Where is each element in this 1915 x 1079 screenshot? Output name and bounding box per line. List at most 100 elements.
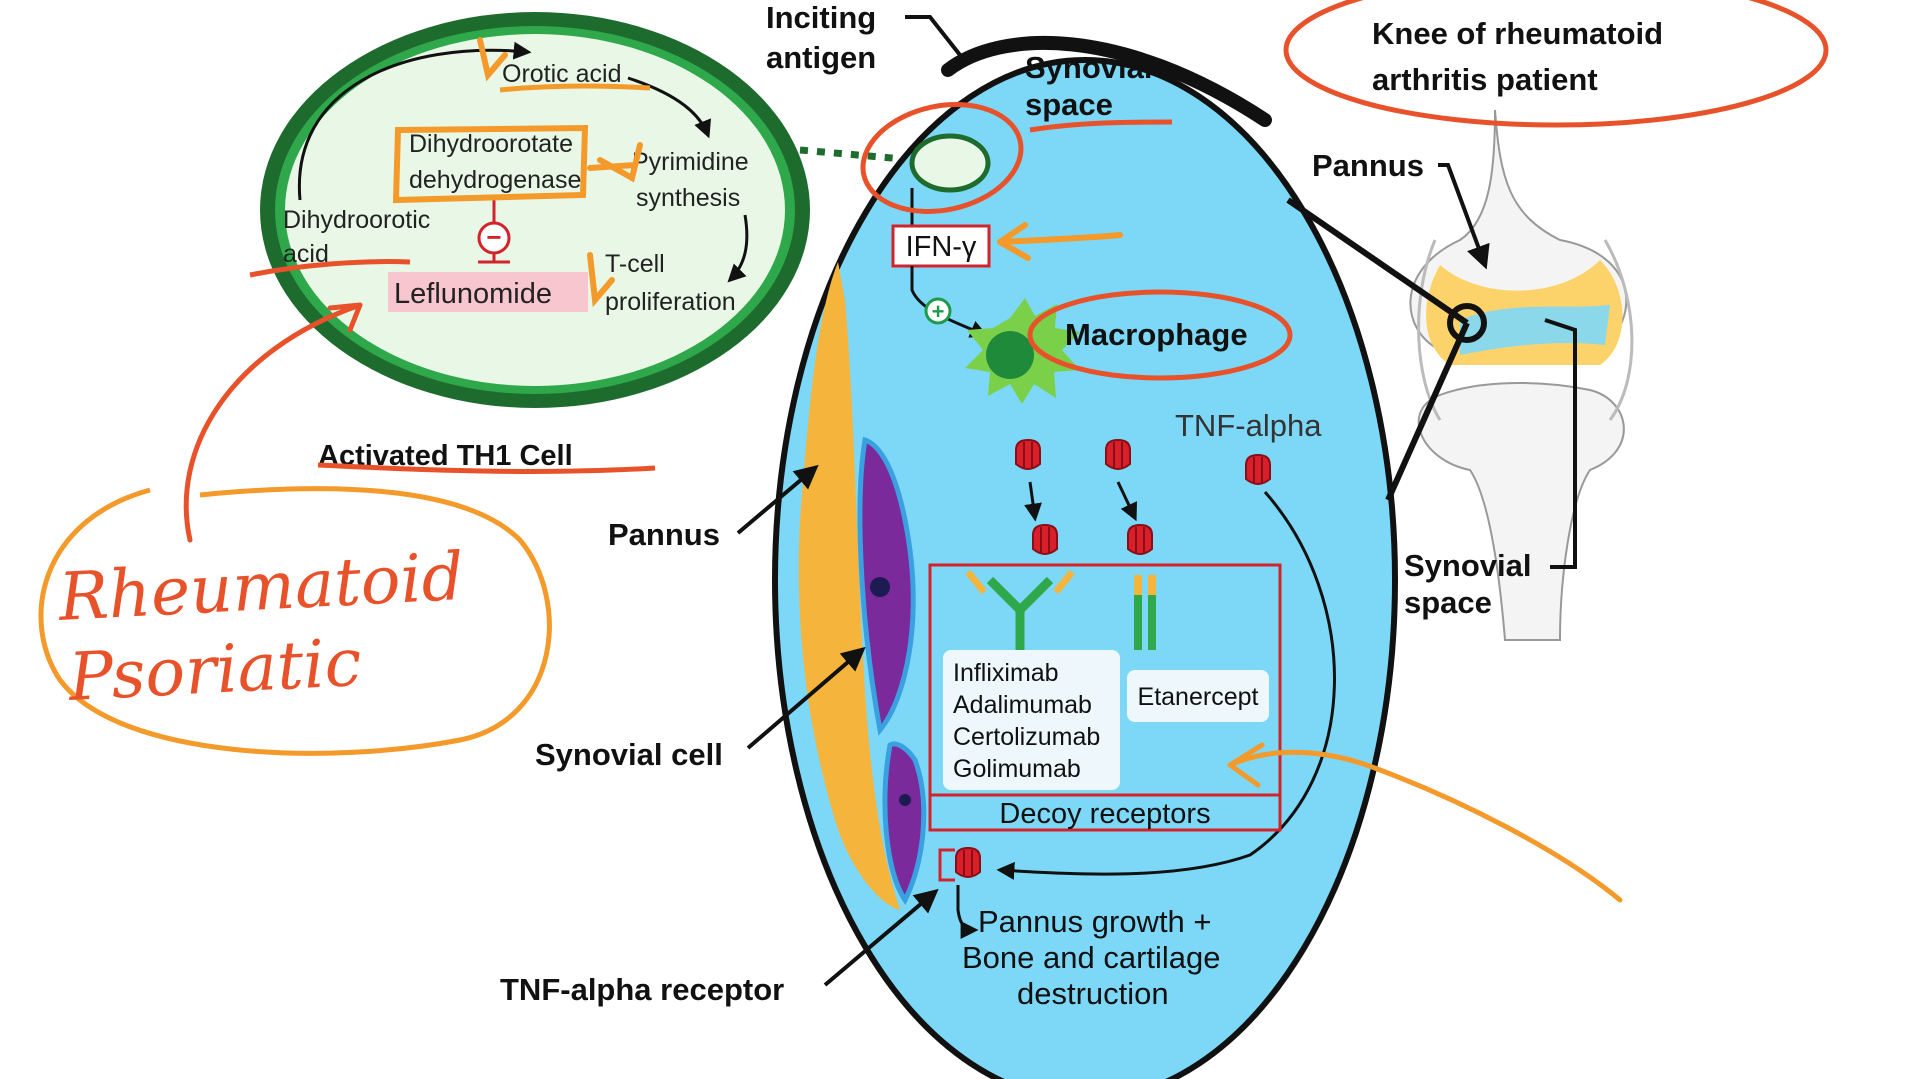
annotation-underline-dihydroorotic [249,259,411,278]
outcome-line2: Bone and cartilage [962,940,1221,975]
inciting-antigen-pointer [905,15,962,57]
synovial-cell-2-nucleus [899,794,911,806]
annotation-down-arrow-tcell [587,252,615,308]
annotation-arrow-ifn [997,222,1123,261]
leflunomide-box [388,272,588,312]
antibody-drug-2: Adalimumab [953,691,1092,719]
handwritten-note-line2: Psoriatic [66,624,363,716]
receptor-to-outcome-arrow [956,885,979,939]
knee-synovial-space-label-line2: space [1404,585,1492,620]
annotation-circle-macrophage [1027,289,1293,381]
annotation-underline-orotic [499,83,651,93]
orotic-acid-label: Orotic acid [502,60,621,88]
pyrimidine-label-line2: synthesis [636,184,740,212]
synovial-space-label-line2: space [1025,87,1113,122]
antibody-icon [965,569,1075,650]
knee-title-line1: Knee of rheumatoid [1372,16,1663,51]
inciting-antigen-label-line1: Inciting [766,0,876,35]
pannus-pointer [736,464,819,535]
knee-pannus-pointer [1438,163,1490,270]
tnf-molecule-2 [1105,439,1131,470]
annotation-arrow-decoy [1227,742,1623,903]
tnf-arrow-1 [1024,481,1042,522]
inciting-antigen-label-line2: antigen [766,40,876,75]
annotation-arrow-to-leflunomide [183,302,363,543]
synovial-cell-label: Synovial cell [535,737,723,772]
tnf-receptor-bracket [938,848,955,882]
annotation-circle-tcell [860,101,1024,215]
activation-icon [924,297,952,325]
tnf-receptor-pointer [823,888,939,987]
antibody-drug-3: Certolizumab [953,723,1100,751]
pyrimidine-label-line1: Pyrimidine [632,148,749,176]
dihydroorotic-label-line1: Dihydroorotic [283,206,430,234]
knee-synovial-space-label-line1: Synovial [1404,548,1532,583]
tcell-label-line2: proliferation [605,288,736,316]
outcome-line3: destruction [1017,976,1169,1011]
outcome-line1: Pannus growth + [978,904,1212,939]
ifn-box [891,224,991,268]
knee-synovial-space-pointer [1544,318,1577,569]
etanercept-icon [1134,575,1156,650]
pannus-label: Pannus [608,517,720,552]
tibia [1417,382,1625,641]
etanercept-box [1127,670,1269,722]
annotation-underline-th1 [317,462,656,474]
annotation-down-arrow-orotic [477,37,508,82]
annotation-circle-knee-title [1283,0,1829,128]
tcell-label-line1: T-cell [605,250,665,278]
tnf-molecule-3 [1245,454,1271,485]
inciting-antigen-ridge [941,35,1272,127]
dhodh-label-line2: dehydrogenase [409,166,581,194]
th1-cell-icon [909,133,991,193]
antibody-drug-1: Infliximab [953,659,1059,687]
tnf-molecule-1 [1015,439,1041,470]
tnf-arrow-2 [1116,481,1137,522]
activation-symbol: + [932,299,945,324]
antibody-drug-list-box [943,650,1120,790]
annotation-box-dhodh [392,124,589,204]
knee-title-line2: arthritis patient [1372,62,1598,97]
pannus-strip [798,262,900,910]
tnf-receptor-molecule [955,847,981,878]
dhodh-label-line1: Dihydroorotate [409,130,573,158]
knee-capsule-right [1603,239,1634,421]
zoom-line-bottom [1385,321,1470,502]
antibody-drug-4: Golimumab [953,755,1081,783]
tnf-bound-1 [1032,524,1058,555]
pathway-arrow-to-orotic [297,41,532,201]
synovium: Synovial space IFN-γ + Macrophage TNF-al… [772,35,1398,1079]
inhibition-icon [477,221,511,255]
handwritten-note-line1: Rheumatoid [56,538,466,636]
synovial-cell-2 [882,741,927,905]
knee-zoom-circle [1447,303,1487,343]
knee-pannus-label: Pannus [1312,148,1424,183]
cell-connector-dotted [799,146,916,164]
th1-cell: Orotic acid Dihydroorotate dehydrogenase… [260,12,810,408]
pathway-arrow-to-pyrimidine [627,76,711,139]
decoy-receptors-box [928,563,1282,832]
tnf-receptor-label: TNF-alpha receptor [500,972,784,1007]
annotation-underline-synovial-space [1029,119,1173,133]
leflunomide-label: Leflunomide [394,278,552,310]
annotations [38,0,1829,903]
knee-illustration [1286,109,1634,641]
decoy-receptors-label: Decoy receptors [999,798,1210,830]
synovial-cell-1-nucleus [870,577,890,597]
pathway-arrow-to-proliferation [727,214,749,283]
synovial-cell-pointer [746,646,866,750]
synovial-space-label-line1: Synovial [1025,50,1153,85]
tnf-to-receptor-arrow [996,491,1336,880]
macrophage-nucleus [986,331,1034,379]
annotation-down-arrow-pyrimidine [587,142,643,183]
zoom-line-top [1286,197,1469,326]
annotation-circle-handwriting [38,486,552,756]
tnf-bound-2 [1127,524,1153,555]
macrophage-label: Macrophage [1065,317,1248,352]
ifn-label: IFN-γ [906,231,977,263]
inhibition-symbol: − [486,222,501,252]
etanercept-label: Etanercept [1138,683,1259,711]
tnf-alpha-label: TNF-alpha [1175,408,1322,443]
knee-synovial-space [1460,305,1610,355]
